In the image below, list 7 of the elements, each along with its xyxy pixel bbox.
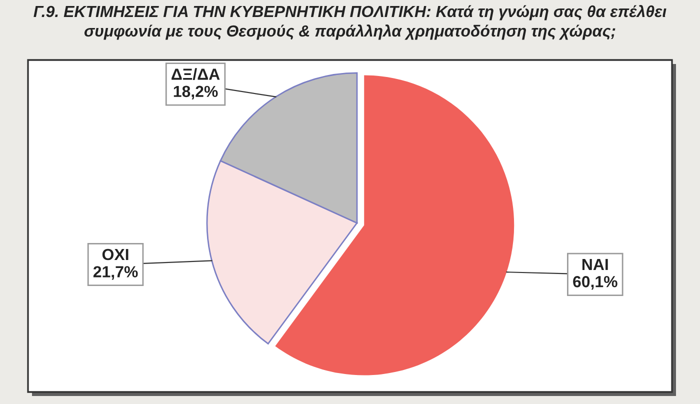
data-label: 18,2% — [174, 86, 218, 100]
slice-label: ΔΞ/ΔΑ — [172, 68, 220, 80]
data-label: 21,7% — [93, 266, 138, 280]
slice-label: ΟΧΙ — [102, 248, 128, 260]
slice-label: ΝΑΙ — [582, 258, 608, 270]
chart-title: Γ.9. ΕΚΤΙΜΗΣΕΙΣ ΓΙΑ ΤΗΝ ΚΥΒΕΡΝΗΤΙΚΗ ΠΟΛΙΤΙΚΗ: Κατά τη γνώμη σας θα επέλθει συμφωνία με τους Θεσμούς & παράλληλα χρηματοδότηση της χώρας; — [34, 5, 666, 40]
data-label: 60,1% — [573, 276, 618, 290]
